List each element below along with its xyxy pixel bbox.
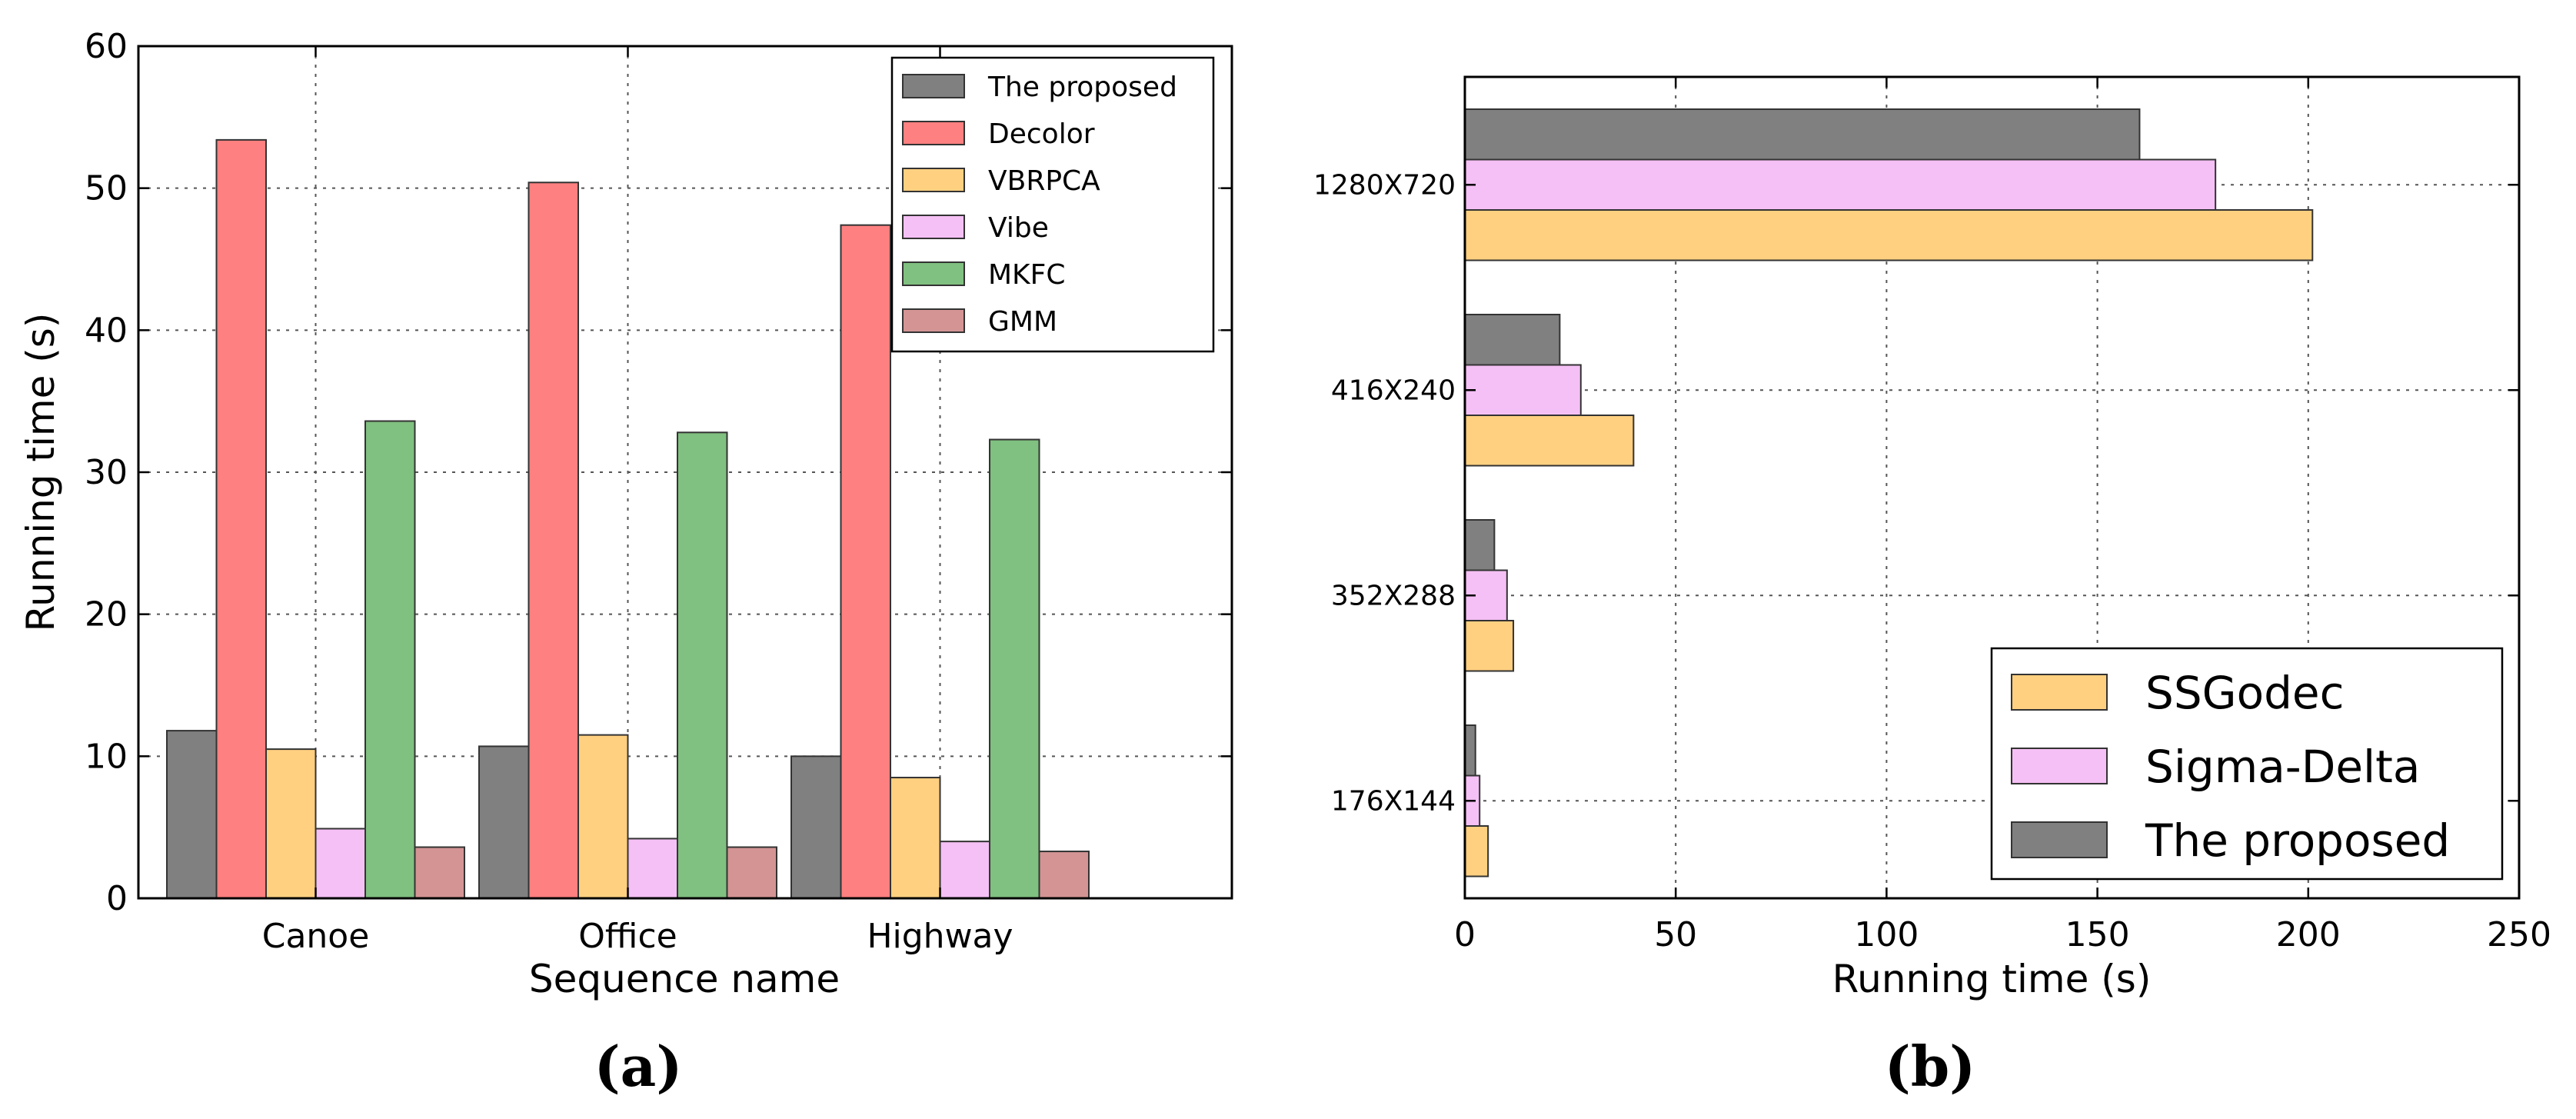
- a-bar-gmm-canoe: [414, 846, 465, 900]
- b-ytick-label-176x144: 176X144: [1331, 785, 1456, 817]
- a-ytick-label: 40: [85, 311, 128, 350]
- a-ytick-label: 30: [85, 453, 128, 492]
- b-ticks: 0 50 100 150 200 250 1280X720 416X240 352X288 176…: [1313, 77, 2551, 954]
- a-ytick-label: 60: [85, 27, 128, 66]
- b-bar-ssgodec-352x288: [1464, 620, 1515, 672]
- b-legend: SSGodec Sigma-Delta The proposed: [1990, 647, 2504, 881]
- a-bar-vbrpca-canoe: [265, 748, 317, 899]
- b-xtick-label: 50: [1654, 915, 1697, 954]
- b-bar-ssgodec-1280x720: [1464, 209, 2314, 261]
- b-bar-the-proposed-352x288: [1464, 519, 1496, 571]
- b-xtick-label: 100: [1854, 915, 1919, 954]
- a-legend-label-decolor: Decolor: [988, 118, 1095, 150]
- b-x-axis-label: Running time (s): [1832, 957, 2152, 1001]
- a-bar-vibe-highway: [939, 841, 990, 899]
- b-legend-label-sigma-delta: Sigma-Delta: [2145, 741, 2420, 793]
- a-bar-gmm-office: [726, 846, 777, 900]
- a-bar-decolor-office: [528, 182, 579, 899]
- a-legend-label-gmm: GMM: [988, 306, 1057, 338]
- a-legend-label-vibe: Vibe: [988, 212, 1049, 244]
- b-bars: [1464, 108, 2314, 878]
- a-bar-decolor-canoe: [215, 138, 267, 899]
- b-ytick-label-1280x720: 1280X720: [1313, 169, 1456, 201]
- b-ytick-label-352x288: 352X288: [1331, 580, 1456, 611]
- a-bar-mkfc-office: [677, 431, 728, 899]
- b-bar-ssgodec-416x240: [1464, 415, 1635, 467]
- chart-a: 0 10 20 30 40 50 60 Canoe Office Highway The prop…: [18, 27, 1233, 1099]
- a-legend-label-mkfc: MKFC: [988, 259, 1066, 291]
- a-xtick-label-canoe: Canoe: [262, 917, 370, 956]
- a-legend-label-the-proposed: The proposed: [987, 72, 1177, 103]
- a-legend: The proposed Decolor VBRPCA Vibe MKFC GMM: [890, 56, 1215, 353]
- b-bar-the-proposed-176x144: [1464, 724, 1476, 777]
- b-legend-label-the-proposed: The proposed: [2145, 814, 2450, 867]
- a-bars: [166, 138, 1090, 900]
- b-legend-swatch-ssgodec: [2011, 674, 2108, 711]
- a-xtick-label-office: Office: [578, 917, 677, 956]
- b-xtick-label: 0: [1454, 915, 1476, 954]
- a-ytick-label: 10: [85, 737, 128, 776]
- a-bar-mkfc-canoe: [364, 420, 416, 899]
- b-legend-swatch-sigma-delta: [2011, 748, 2108, 784]
- a-legend-swatch-vibe: [902, 215, 965, 239]
- a-y-axis-label: Running time (s): [18, 313, 63, 632]
- b-legend-label-ssgodec: SSGodec: [2145, 667, 2344, 719]
- b-xtick-label: 250: [2487, 915, 2551, 954]
- b-bar-sigma-delta-416x240: [1464, 364, 1582, 416]
- b-panel-label: (b): [1885, 1034, 1975, 1099]
- chart-b: 0 50 100 150 200 250 1280X720 416X240 352X288 176…: [1313, 75, 2551, 1099]
- a-bar-the-proposed-office: [478, 745, 530, 900]
- a-bar-the-proposed-canoe: [166, 730, 218, 899]
- a-x-axis-label: Sequence name: [529, 957, 840, 1001]
- a-legend-swatch-mkfc: [902, 261, 965, 286]
- a-bar-mkfc-highway: [989, 438, 1040, 899]
- b-bar-the-proposed-416x240: [1464, 314, 1561, 366]
- a-bar-gmm-highway: [1038, 851, 1090, 900]
- a-bar-decolor-highway: [840, 224, 891, 899]
- b-ytick-label-416x240: 416X240: [1331, 375, 1456, 406]
- a-bar-vibe-office: [627, 838, 678, 899]
- a-legend-swatch-the-proposed: [902, 74, 965, 98]
- b-bar-sigma-delta-1280x720: [1464, 158, 2217, 211]
- a-panel-label: (a): [594, 1034, 683, 1099]
- b-xtick-label: 150: [2065, 915, 2130, 954]
- a-bar-vbrpca-highway: [890, 777, 941, 899]
- b-xtick-label: 200: [2276, 915, 2341, 954]
- b-bar-the-proposed-1280x720: [1464, 108, 2141, 161]
- a-ytick-label: 20: [85, 595, 128, 634]
- a-bar-vibe-canoe: [315, 828, 366, 899]
- a-legend-box: [890, 56, 1215, 353]
- a-legend-swatch-decolor: [902, 121, 965, 145]
- a-xtick-label-highway: Highway: [867, 917, 1013, 956]
- a-ticks: 0 10 20 30 40 50 60 Canoe Office Highway: [85, 27, 1232, 956]
- b-bar-ssgodec-176x144: [1464, 825, 1489, 878]
- a-legend-label-vbrpca: VBRPCA: [988, 165, 1100, 197]
- b-plot-frame: [1463, 75, 2521, 900]
- b-legend-swatch-the-proposed: [2011, 821, 2108, 858]
- a-ytick-label: 50: [85, 169, 128, 208]
- a-bar-vbrpca-office: [577, 734, 629, 900]
- a-ytick-label: 0: [106, 879, 128, 918]
- a-legend-swatch-gmm: [902, 308, 965, 333]
- a-legend-swatch-vbrpca: [902, 168, 965, 192]
- a-bar-the-proposed-highway: [790, 755, 842, 899]
